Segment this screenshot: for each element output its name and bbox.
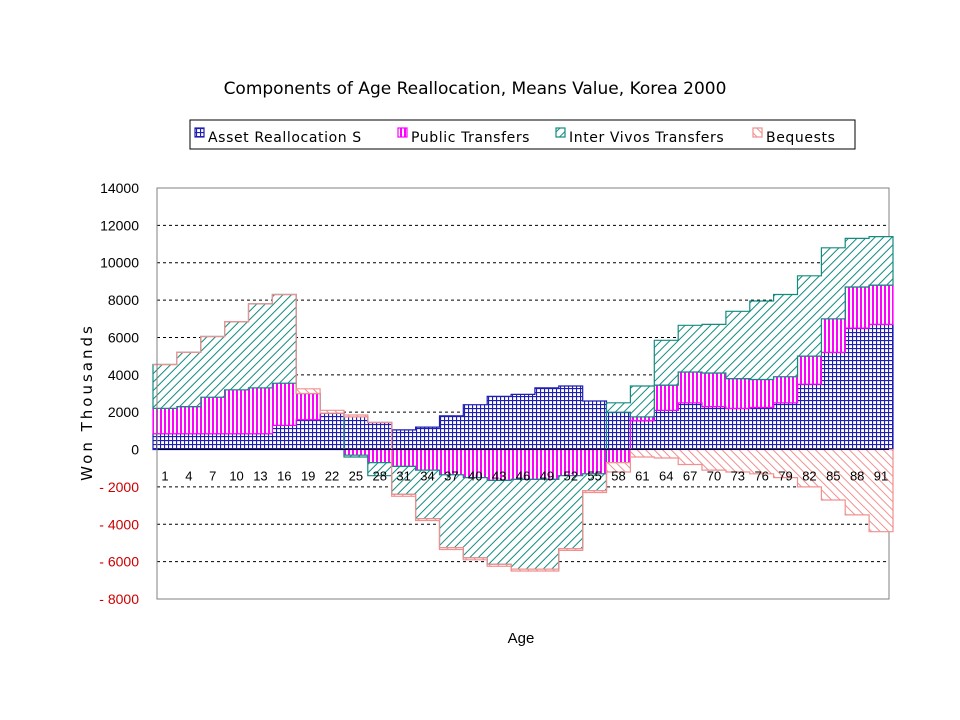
legend-swatch <box>555 127 566 138</box>
x-tick-label: 91 <box>874 469 888 484</box>
x-tick-label: 40 <box>468 469 482 484</box>
x-tick-label: 58 <box>611 469 625 484</box>
x-tick-label: 61 <box>635 469 649 484</box>
legend-swatch <box>752 127 763 138</box>
y-tick-label: - 6000 <box>99 554 139 570</box>
x-tick-label: 4 <box>185 469 192 484</box>
legend-label: Public Transfers <box>411 130 530 146</box>
x-tick-label: 52 <box>564 469 578 484</box>
x-tick-label: 16 <box>277 469 291 484</box>
y-tick-label: 6000 <box>108 329 139 345</box>
x-axis-tick-labels: 1 4 7 10 13 16 19 22 25 28 31 34 37 40 43 46 49 52 55 58 61 6… <box>161 469 888 484</box>
y-tick-label: 2000 <box>108 404 139 420</box>
legend-swatch <box>397 127 408 138</box>
x-tick-label: 67 <box>683 469 697 484</box>
y-tick-label: 12000 <box>100 217 139 233</box>
x-tick-label: 73 <box>731 469 745 484</box>
x-tick-label: 46 <box>516 469 530 484</box>
x-tick-label: 1 <box>161 469 168 484</box>
y-tick-label: - 2000 <box>99 479 139 495</box>
y-axis-label: Won Thousands <box>78 323 96 481</box>
x-tick-label: 31 <box>396 469 410 484</box>
x-tick-label: 70 <box>707 469 721 484</box>
legend-label: Asset Reallocation S <box>208 130 362 146</box>
y-tick-label: 0 <box>131 442 139 458</box>
x-axis-label: Age <box>508 630 535 647</box>
y-tick-label: - 8000 <box>99 591 139 607</box>
y-tick-label: - 4000 <box>99 516 139 532</box>
x-tick-label: 49 <box>540 469 554 484</box>
x-tick-label: 64 <box>659 469 673 484</box>
x-tick-label: 37 <box>444 469 458 484</box>
x-tick-label: 7 <box>209 469 216 484</box>
y-tick-label: 14000 <box>100 180 139 196</box>
chart-title: Components of Age Reallocation, Means Va… <box>224 79 727 99</box>
x-tick-label: 19 <box>301 469 315 484</box>
series-areas <box>152 236 894 572</box>
legend-label: Inter Vivos Transfers <box>569 130 724 146</box>
x-tick-label: 34 <box>420 469 434 484</box>
x-tick-label: 79 <box>778 469 792 484</box>
y-tick-label: 4000 <box>108 367 139 383</box>
x-tick-label: 28 <box>373 469 387 484</box>
series-area-4 <box>153 293 894 572</box>
x-tick-label: 43 <box>492 469 506 484</box>
legend-label: Bequests <box>766 130 835 146</box>
legend-box <box>189 119 856 150</box>
y-axis-tick-labels: 14000 12000 10000 8000 6000 4000 2000 0 - 2000 - … <box>99 180 139 607</box>
x-tick-label: 82 <box>802 469 816 484</box>
x-tick-label: 10 <box>229 469 243 484</box>
x-tick-label: 88 <box>850 469 864 484</box>
x-tick-label: 85 <box>826 469 840 484</box>
x-tick-label: 25 <box>349 469 363 484</box>
x-tick-label: 13 <box>253 469 267 484</box>
legend: Asset Reallocation S Public Transfers Inte… <box>189 119 856 150</box>
legend-swatch <box>194 127 205 138</box>
x-tick-label: 55 <box>587 469 601 484</box>
x-tick-label: 76 <box>754 469 768 484</box>
x-tick-label: 22 <box>325 469 339 484</box>
y-tick-label: 8000 <box>108 292 139 308</box>
y-tick-label: 10000 <box>100 255 139 271</box>
